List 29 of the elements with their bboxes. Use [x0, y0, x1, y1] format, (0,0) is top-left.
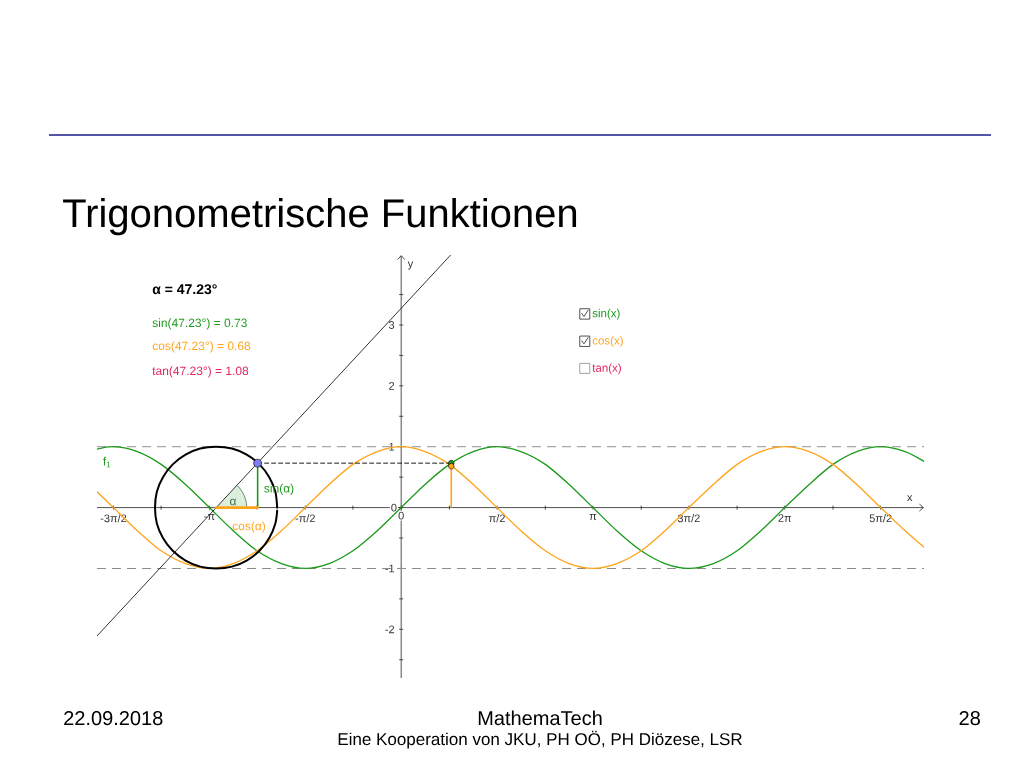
x-tick-label: 0 [398, 511, 404, 520]
chart-title: Trigonometrische Funktionen [63, 198, 577, 236]
annotation: tan(47.23°) = 1.08 [152, 366, 249, 378]
text: cos(x) [592, 336, 623, 347]
text: MathemaTech [478, 710, 602, 726]
y-tick-label: -2 [385, 625, 395, 634]
y-tick-label: 2 [389, 382, 395, 390]
x-tick-label: π [589, 514, 597, 521]
x-axis-title: x [907, 495, 913, 502]
y-axis-title: y [407, 261, 414, 270]
text: 28 [959, 711, 980, 726]
x-tick-label: 5π/2 [869, 514, 892, 523]
x-tick-label: 2π [778, 514, 792, 522]
x-tick-label: 3π/2 [677, 514, 700, 523]
annotation: α = 47.23° [152, 284, 217, 295]
x-tick-label: π/2 [489, 514, 505, 523]
y-tick-label: 0 [391, 503, 397, 512]
text: 22.09.2018 [64, 711, 163, 726]
y-tick-label: 3 [388, 321, 395, 329]
x-tick-label: -π [204, 514, 215, 521]
x-tick-label: -π/2 [295, 514, 315, 523]
annotation: cos(47.23°) = 0.68 [152, 341, 251, 353]
annotation: sin(47.23°) = 0.73 [152, 318, 247, 330]
annotation: cos(α) [232, 521, 266, 533]
annotation: tan(x) [592, 363, 621, 375]
text: sin(x) [592, 308, 620, 320]
annotation: α [230, 498, 237, 506]
annotation: f$_{1}$ [103, 456, 111, 468]
text: Eine Kooperation von JKU, PH OÖ, PH Diözese, LSR [338, 730, 742, 749]
